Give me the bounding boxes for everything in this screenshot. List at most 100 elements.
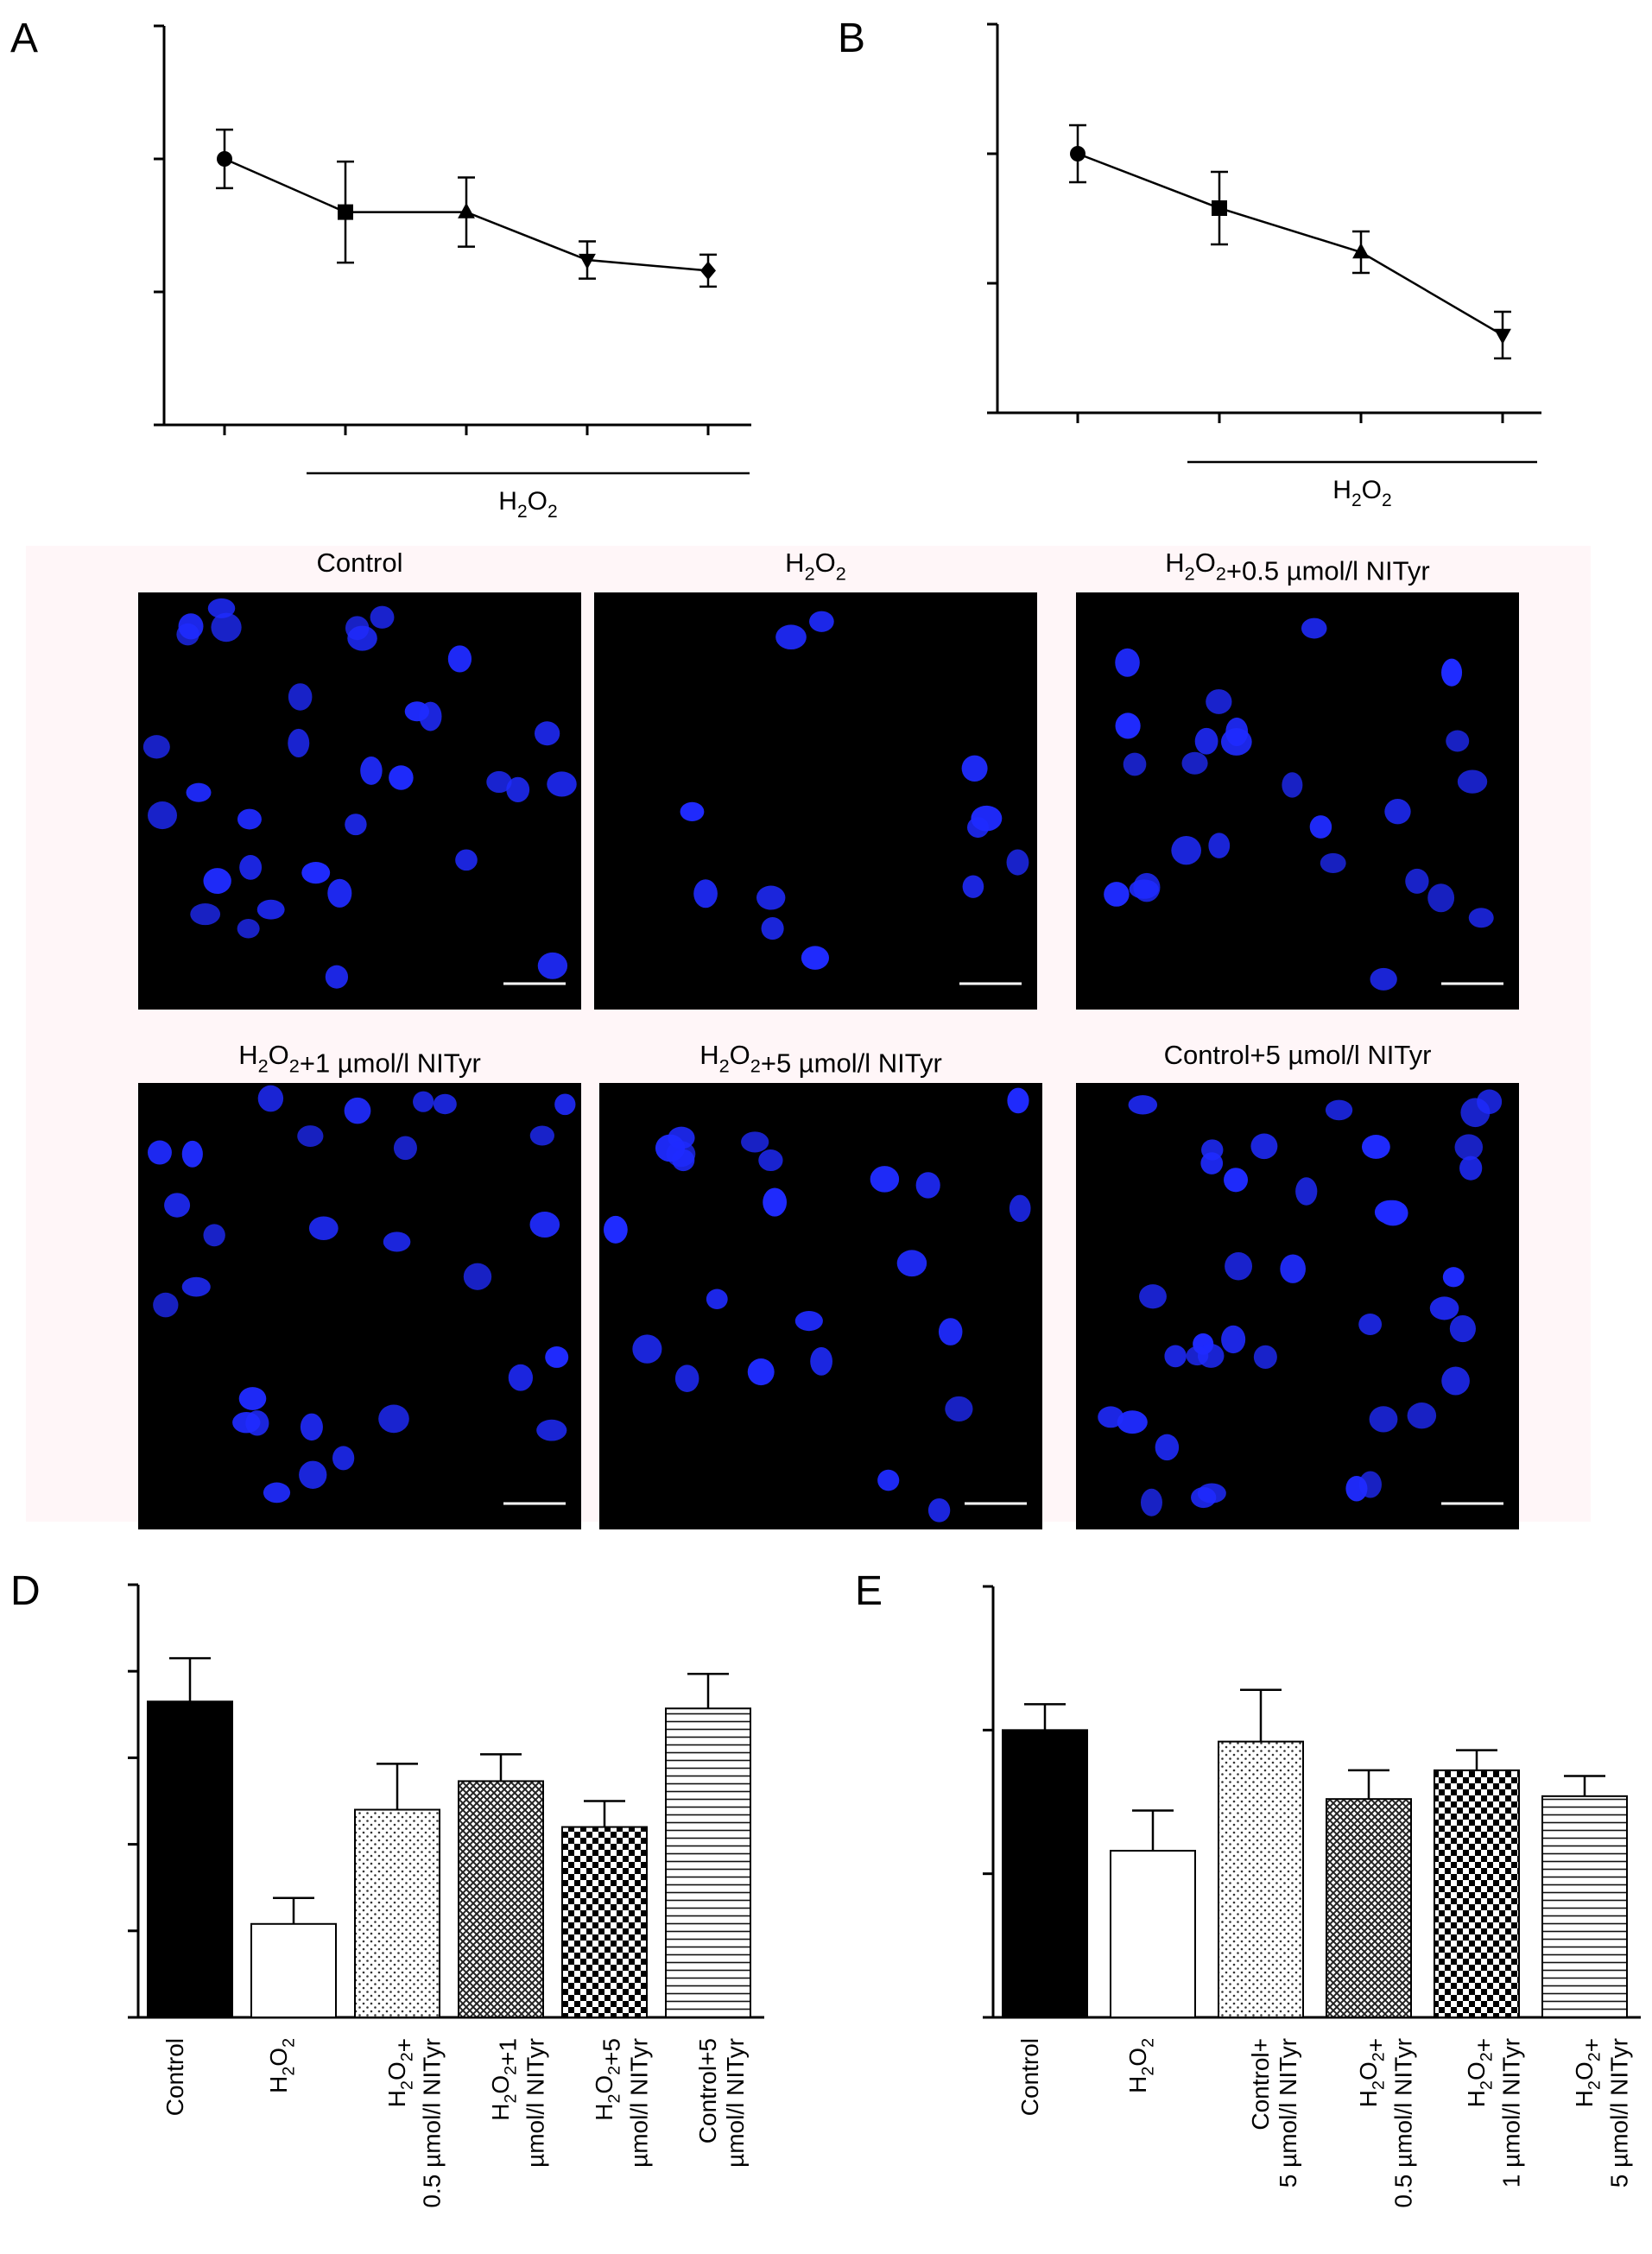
nucleus [877, 1469, 900, 1491]
nucleus [207, 598, 236, 618]
nucleus [308, 1216, 339, 1241]
nucleus [1320, 852, 1346, 873]
nucleus [1164, 1345, 1187, 1368]
bar [1434, 1769, 1520, 2019]
micrograph-title: H2O2+5 µmol/l NITyr [699, 1040, 942, 1078]
nucleus [344, 1097, 371, 1124]
nucleus [1361, 1135, 1390, 1159]
micrograph-image [594, 592, 1037, 1010]
group-label: H2O2 [1332, 476, 1391, 510]
nucleus [1345, 1475, 1368, 1502]
x-tick-label: H2O2 [1124, 2038, 1157, 2093]
nucleus [148, 1140, 172, 1165]
nucleus [1427, 883, 1455, 913]
x-tick-label: H2O2+1 µmol/l NITyr [1463, 2038, 1525, 2188]
x-tick-label: H2O2+5 µmol/l NITyr [1571, 2038, 1633, 2188]
nucleus [529, 1212, 560, 1238]
nucleus [332, 1446, 355, 1471]
nucleus [809, 611, 834, 632]
nucleus [486, 770, 512, 794]
nucleus [378, 1404, 409, 1434]
nucleus [203, 868, 231, 895]
nucleus [325, 965, 349, 989]
nucleus [927, 1497, 951, 1523]
nucleus [1374, 1200, 1406, 1225]
nucleus [536, 1419, 567, 1441]
micrograph-title: H2O2+0.5 µmol/l NITyr [1165, 548, 1429, 586]
nucleus [1208, 833, 1231, 858]
nucleus [1250, 1133, 1278, 1160]
data-point [338, 204, 353, 220]
nucleus [680, 801, 705, 822]
nucleus [1186, 1345, 1209, 1366]
nucleus [962, 875, 984, 898]
nucleus [1442, 1267, 1465, 1288]
micrograph-title: H2O2+1 µmol/l NITyr [238, 1040, 481, 1078]
nucleus [1009, 1194, 1031, 1223]
nucleus [433, 1093, 457, 1115]
nucleus [190, 902, 221, 926]
nucleus [1139, 1284, 1167, 1309]
nucleus [915, 1172, 940, 1199]
nucleus [763, 1187, 788, 1217]
nucleus [1200, 1152, 1224, 1174]
nucleus [1384, 799, 1411, 825]
nucleus [1358, 1313, 1383, 1335]
nucleus [1133, 872, 1161, 902]
nucleus [239, 855, 263, 880]
nucleus [706, 1288, 728, 1310]
panel-b-line-chart: H2O2 [987, 22, 1541, 510]
panel-e-bar-chart: Control H2O2 Control+5 µmol/l NITyr H2O2+0.… [983, 1585, 1641, 2208]
bar [1541, 1795, 1628, 2018]
nucleus [1191, 1486, 1217, 1509]
nucleus [176, 623, 199, 646]
nucleus [389, 765, 414, 790]
nucleus [961, 755, 988, 782]
nucleus [537, 952, 568, 979]
nucleus [1441, 1366, 1470, 1396]
nucleus [896, 1250, 927, 1277]
nucleus [237, 808, 262, 830]
micrograph-image [138, 1083, 581, 1529]
x-tick-label: Control [161, 2038, 188, 2116]
data-point [458, 202, 475, 218]
panel-a-line-chart: H2O2 [154, 24, 751, 522]
nucleus [345, 616, 370, 641]
micrograph-image [138, 592, 581, 1010]
nucleus [756, 885, 786, 910]
micrograph-title: Control+5 µmol/l NITyr [1164, 1040, 1432, 1070]
nucleus [1117, 1410, 1148, 1434]
nucleus [758, 1149, 783, 1172]
nucleus [370, 605, 395, 629]
series-line [1077, 152, 1503, 337]
nucleus [211, 612, 242, 643]
nucleus [506, 776, 530, 803]
nucleus [1441, 658, 1463, 687]
x-tick-label: Control [1016, 2038, 1043, 2116]
nucleus [666, 1141, 696, 1168]
nucleus [775, 624, 807, 650]
panel-label-b: B [838, 16, 865, 61]
nucleus [1098, 1406, 1124, 1428]
bar [561, 1826, 648, 2019]
nucleus [1194, 727, 1218, 755]
data-point [1070, 146, 1086, 161]
x-tick-label: H2O2 [265, 2038, 298, 2093]
nucleus [794, 1311, 823, 1332]
x-tick-label: Control+5µmol/l NITyr [694, 2038, 749, 2168]
x-tick-label: H2O2+0.5 µmol/l NITyr [383, 2038, 446, 2208]
nucleus [1449, 1314, 1476, 1343]
nucleus [674, 1364, 699, 1392]
nucleus [870, 1166, 900, 1193]
group-label: H2O2 [498, 487, 557, 522]
bar [1218, 1740, 1304, 2018]
nucleus [1007, 1087, 1029, 1114]
nucleus [1369, 1406, 1398, 1433]
nucleus [393, 1136, 417, 1161]
nucleus [529, 1125, 554, 1146]
nucleus [1454, 1134, 1484, 1161]
nucleus [288, 683, 313, 711]
nucleus [545, 1346, 569, 1368]
nucleus [1155, 1434, 1180, 1461]
nucleus [1282, 772, 1303, 798]
